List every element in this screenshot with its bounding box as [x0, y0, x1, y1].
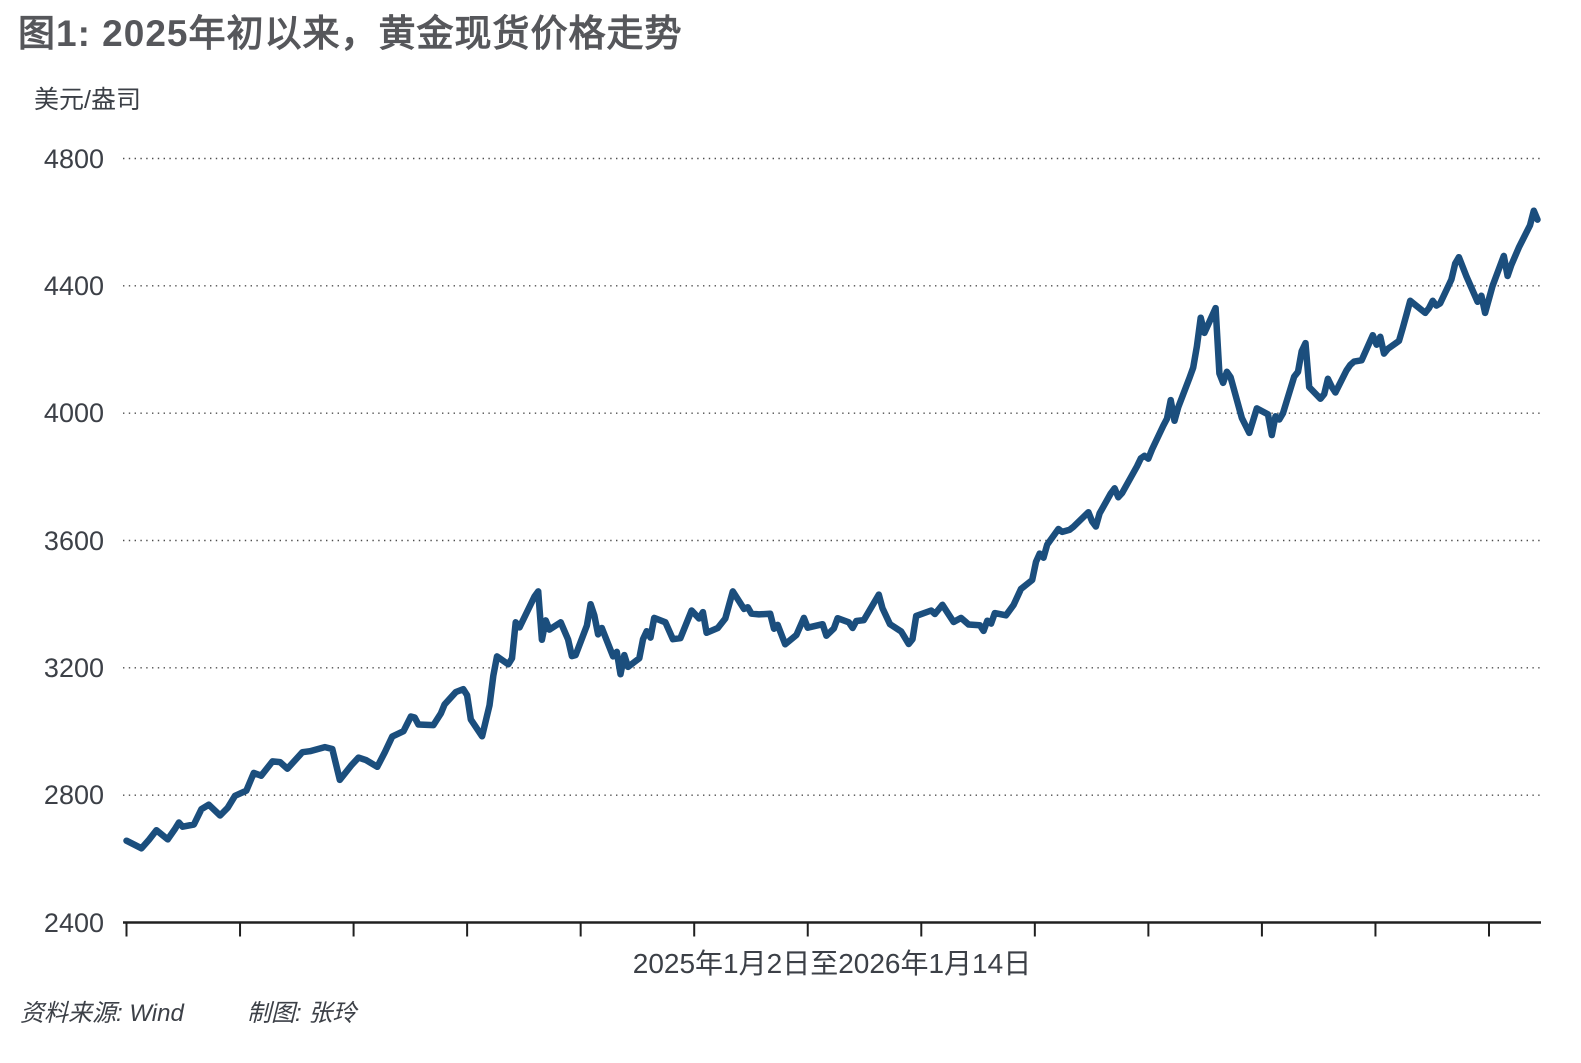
y-tick-label-4400: 4400	[43, 270, 104, 301]
source-label: 资料来源: Wind	[20, 1000, 184, 1027]
y-tick-label-2800: 2800	[43, 780, 104, 811]
y-axis-unit-label: 美元/盎司	[34, 86, 141, 114]
y-tick-label-4000: 4000	[43, 398, 104, 429]
gold-price-line	[123, 207, 1541, 852]
x-axis-range-label: 2025年1月2日至2026年1月14日	[632, 948, 1032, 979]
y-tick-label-3200: 3200	[43, 652, 104, 683]
chart-title: 图1: 2025年初以来，黄金现货价格走势	[18, 13, 683, 54]
y-tick-label-4800: 4800	[43, 143, 104, 174]
y-tick-label-2400: 2400	[43, 907, 104, 938]
y-tick-label-3600: 3600	[43, 525, 104, 556]
credit-label: 制图: 张玲	[247, 1000, 357, 1027]
chart-footer: 资料来源: Wind 制图: 张玲	[20, 1000, 356, 1029]
